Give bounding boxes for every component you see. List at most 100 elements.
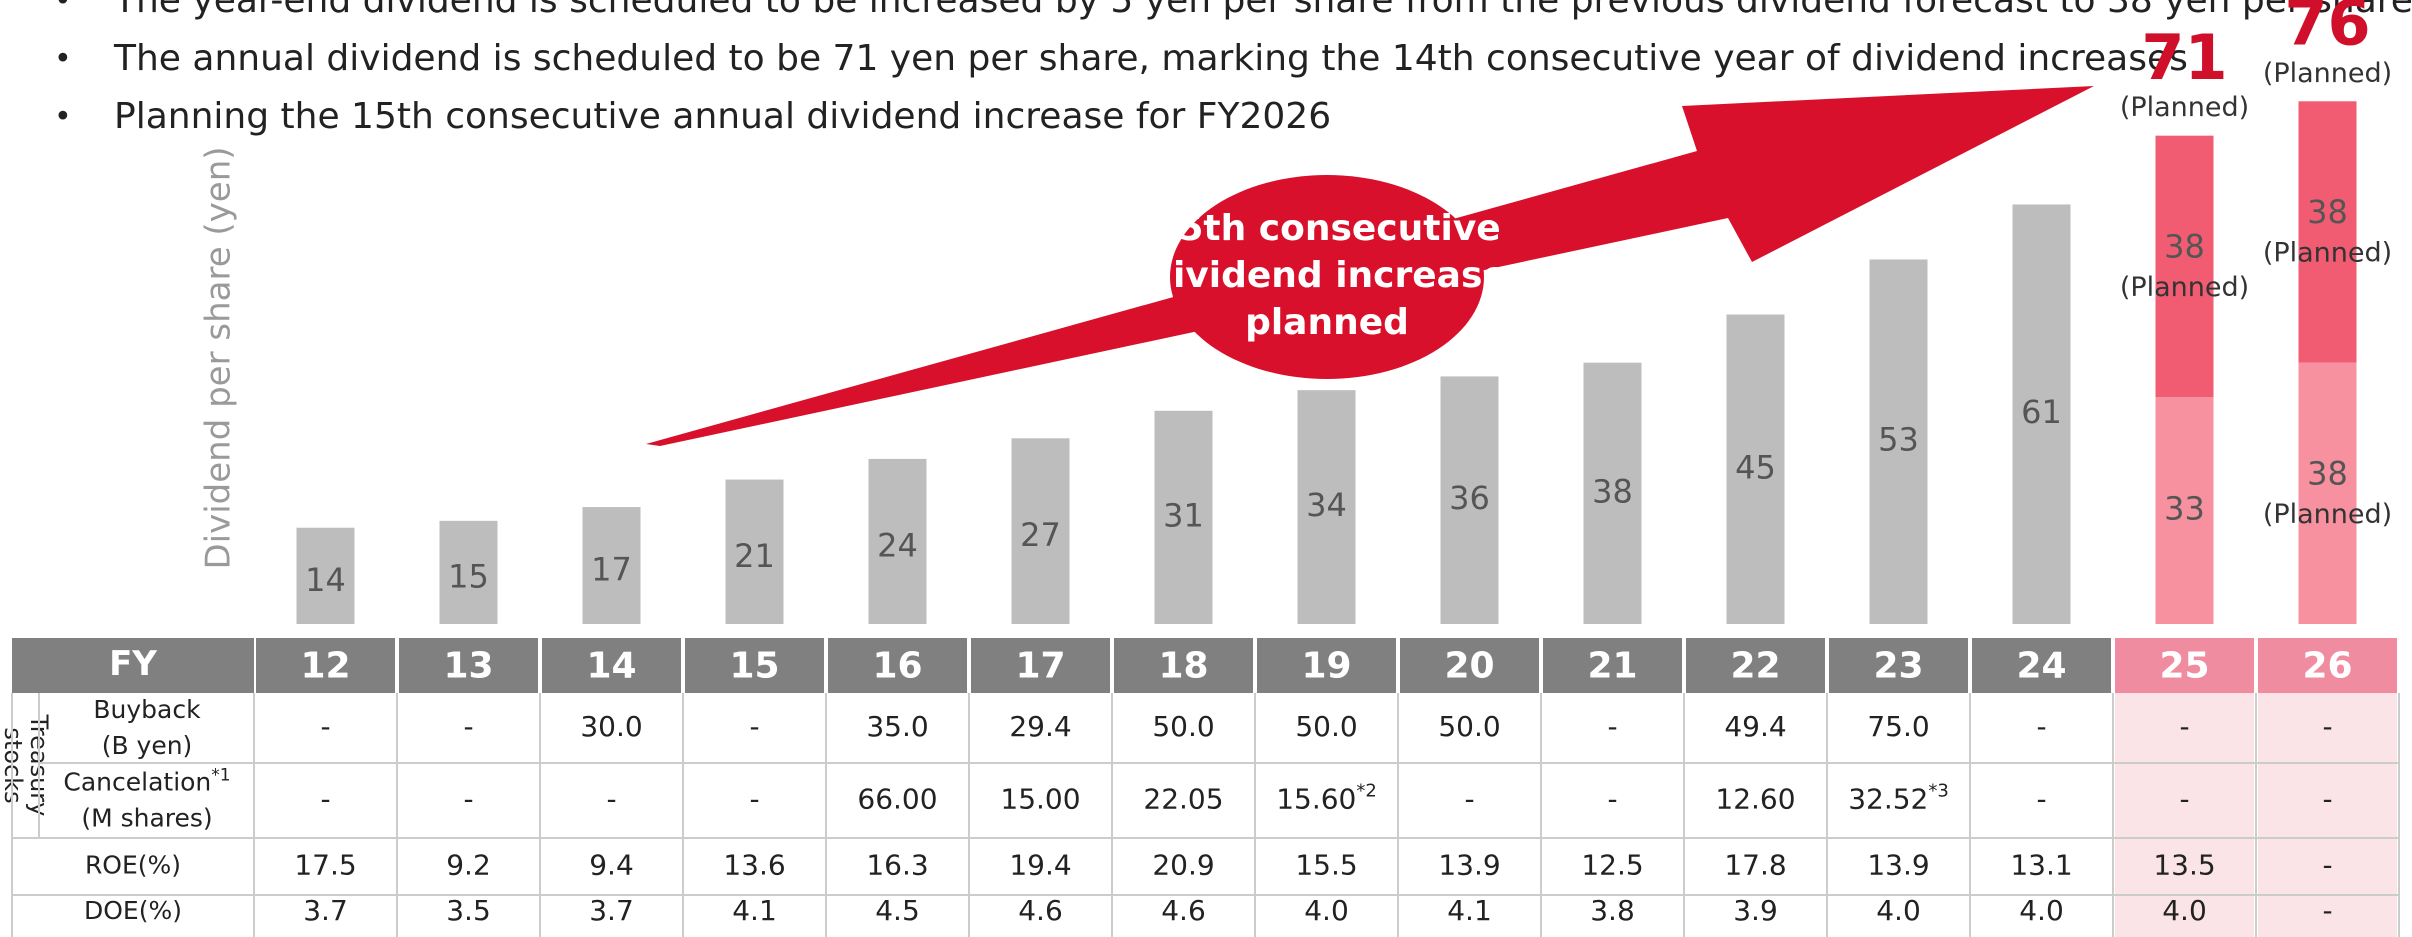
bar bbox=[1154, 410, 1213, 624]
table-header: 15 bbox=[729, 646, 779, 687]
table-header-bg bbox=[256, 638, 395, 693]
table-cell: 19.4 bbox=[1009, 849, 1071, 882]
table-cell: 3.9 bbox=[1733, 894, 1778, 927]
table-cell-sup: *2 bbox=[1356, 781, 1376, 802]
table-cell: 22.05 bbox=[1143, 783, 1223, 816]
table-cell: - bbox=[2036, 710, 2046, 743]
bar-value-label: 15 bbox=[448, 557, 489, 595]
bar-value-label: 38 bbox=[2307, 193, 2348, 231]
table-cell-text: 15.60 bbox=[1276, 783, 1356, 816]
group-label: Treasurystocks bbox=[0, 714, 53, 817]
table-cell: 4.1 bbox=[1447, 894, 1492, 927]
table-cell: 12.60 bbox=[1715, 783, 1795, 816]
table-header: 26 bbox=[2302, 646, 2352, 687]
table-cell: - bbox=[320, 710, 330, 743]
table-header-bg bbox=[1972, 638, 2111, 693]
table-header: 20 bbox=[1444, 646, 1494, 687]
table-header: 16 bbox=[872, 646, 922, 687]
row-label: Cancelation*1 bbox=[63, 766, 230, 797]
bar-value-label: 27 bbox=[1020, 516, 1061, 554]
row-label-text: Buyback bbox=[93, 695, 201, 724]
bar bbox=[296, 527, 355, 624]
bar bbox=[2012, 204, 2071, 624]
total-label: 76 bbox=[2284, 0, 2370, 59]
bar bbox=[868, 458, 927, 624]
bar bbox=[1297, 390, 1356, 624]
table-header: FY bbox=[109, 644, 157, 684]
highlight-bg bbox=[2258, 693, 2397, 937]
table-cell: 35.0 bbox=[866, 710, 928, 743]
table-cell: - bbox=[749, 783, 759, 816]
table-cell: 9.4 bbox=[589, 849, 634, 882]
annotation: planned bbox=[1245, 302, 1409, 343]
bullet-dot: • bbox=[54, 42, 72, 77]
total-note: (Planned) bbox=[2263, 58, 2392, 89]
bullet-text: The annual dividend is scheduled to be 7… bbox=[113, 38, 2188, 79]
table-cell: 50.0 bbox=[1295, 710, 1357, 743]
bar bbox=[1011, 438, 1070, 624]
row-label-sup: *1 bbox=[211, 766, 230, 786]
table-cell: 15.00 bbox=[1000, 783, 1080, 816]
table-cell: - bbox=[2179, 783, 2189, 816]
table-cell: 17.5 bbox=[294, 849, 356, 882]
highlight-bg bbox=[2115, 693, 2254, 937]
table-header: 22 bbox=[1730, 646, 1780, 687]
bar bbox=[2298, 362, 2357, 624]
row-label: DOE(%) bbox=[84, 896, 182, 925]
table-cell-sup: *3 bbox=[1928, 781, 1948, 802]
bar-value-label: 38 bbox=[2164, 227, 2205, 265]
table-cell: 13.9 bbox=[1438, 849, 1500, 882]
table-header: 14 bbox=[586, 646, 636, 687]
table-cell: - bbox=[749, 710, 759, 743]
table-header: 18 bbox=[1158, 646, 1208, 687]
table-cell: 13.1 bbox=[2010, 849, 2072, 882]
table-header-bg bbox=[1686, 638, 1825, 693]
bar-value-label: 34 bbox=[1306, 486, 1347, 524]
y-axis-label: Dividend per share (yen) bbox=[199, 146, 239, 569]
total-note: (Planned) bbox=[2120, 92, 2249, 123]
table-cell: 4.1 bbox=[732, 894, 777, 927]
bar-value-label: 36 bbox=[1449, 479, 1490, 517]
bar bbox=[582, 507, 641, 624]
table-cell: - bbox=[320, 783, 330, 816]
table-cell: 20.9 bbox=[1152, 849, 1214, 882]
bar-value-label: 24 bbox=[877, 526, 918, 564]
row-label-unit: (B yen) bbox=[102, 731, 193, 760]
row-label: Buyback bbox=[93, 695, 201, 724]
bullet-text: Planning the 15th consecutive annual div… bbox=[114, 96, 1331, 137]
table-cell: - bbox=[2322, 894, 2332, 927]
table-cell: 4.0 bbox=[1876, 894, 1921, 927]
table-header-bg bbox=[828, 638, 967, 693]
table-cell: - bbox=[1464, 783, 1474, 816]
table-header: 19 bbox=[1301, 646, 1351, 687]
row-label-unit: (M shares) bbox=[81, 804, 212, 833]
bar bbox=[1583, 362, 1642, 624]
table-cell: 29.4 bbox=[1009, 710, 1071, 743]
table-cell: 12.5 bbox=[1581, 849, 1643, 882]
table-header-bg bbox=[2258, 638, 2397, 693]
table-header: 12 bbox=[300, 646, 350, 687]
table-header: 13 bbox=[443, 646, 493, 687]
table-cell: 4.6 bbox=[1161, 894, 1206, 927]
annotation-bubble bbox=[1170, 175, 1484, 379]
bar bbox=[1440, 376, 1499, 624]
bar-value-label: 31 bbox=[1163, 496, 1204, 534]
table-cell: - bbox=[1607, 783, 1617, 816]
table-cell: 17.8 bbox=[1724, 849, 1786, 882]
row-label-text: Cancelation bbox=[63, 768, 211, 797]
bar-note: (Planned) bbox=[2263, 499, 2392, 530]
bar bbox=[1726, 314, 1785, 624]
table-cell: 3.7 bbox=[303, 894, 348, 927]
table-header-bg bbox=[2115, 638, 2254, 693]
table-cell: 75.0 bbox=[1867, 710, 1929, 743]
table-cell: - bbox=[1607, 710, 1617, 743]
table-cell: - bbox=[463, 710, 473, 743]
table-cell: - bbox=[2322, 710, 2332, 743]
table-cell: 30.0 bbox=[580, 710, 642, 743]
table-header: 25 bbox=[2159, 646, 2209, 687]
table-cell: 15.5 bbox=[1295, 849, 1357, 882]
bar bbox=[2298, 101, 2357, 363]
bar-value-label: 45 bbox=[1735, 448, 1776, 486]
table-cell: 4.0 bbox=[2019, 894, 2064, 927]
